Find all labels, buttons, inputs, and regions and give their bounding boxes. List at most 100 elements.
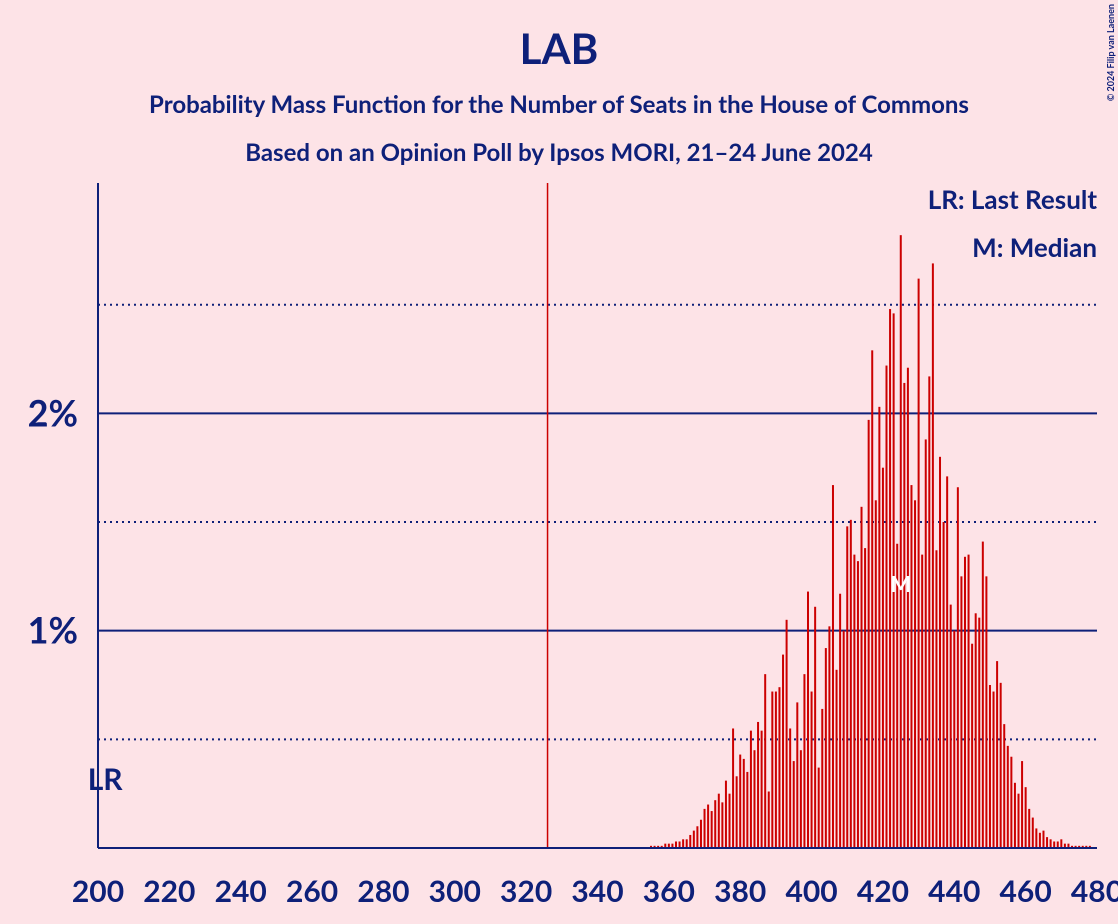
bar (721, 802, 724, 848)
bar (764, 674, 767, 848)
bar (1042, 830, 1045, 848)
bar (682, 839, 685, 848)
bar (903, 382, 906, 848)
bar (971, 643, 974, 848)
bar (914, 500, 917, 848)
bar (867, 419, 870, 848)
bar (753, 750, 756, 848)
x-tick-label: 460 (1000, 873, 1052, 909)
legend-entry: LR: Last Result (928, 183, 1098, 215)
last-result-label: LR (88, 761, 124, 797)
bar (856, 561, 859, 848)
x-tick-label: 400 (785, 873, 837, 909)
x-tick-label: 280 (357, 873, 409, 909)
bar (1085, 845, 1088, 848)
bar (810, 691, 813, 848)
bar (842, 630, 845, 848)
x-tick-label: 380 (714, 873, 766, 909)
x-tick-label: 320 (500, 873, 552, 909)
bar (871, 350, 874, 848)
bar (939, 456, 942, 848)
bar (707, 804, 710, 848)
bar (1071, 845, 1074, 848)
bar (978, 617, 981, 848)
bar (960, 576, 963, 848)
bar (1053, 841, 1056, 848)
bar (692, 830, 695, 848)
bar (710, 811, 713, 848)
bar (739, 754, 742, 848)
bar (931, 263, 934, 848)
bar (671, 843, 674, 848)
bar (849, 519, 852, 848)
bar (1060, 839, 1063, 848)
bar (660, 845, 663, 848)
bar (953, 630, 956, 848)
chart-subtitle: Probability Mass Function for the Number… (149, 90, 969, 119)
bar (1021, 761, 1024, 848)
bar (774, 691, 777, 848)
x-tick-label: 360 (643, 873, 695, 909)
bar (917, 278, 920, 848)
bar (724, 780, 727, 848)
bar (760, 730, 763, 848)
bar (921, 554, 924, 848)
bar (817, 767, 820, 848)
bar (664, 843, 667, 848)
bar (956, 487, 959, 848)
bar (735, 776, 738, 848)
bar (674, 841, 677, 848)
bar (831, 485, 834, 848)
bar (985, 576, 988, 848)
bar (792, 761, 795, 848)
x-tick-label: 220 (143, 873, 195, 909)
x-tick-label: 340 (571, 873, 623, 909)
bar (899, 235, 902, 848)
bar (657, 845, 660, 848)
bar (892, 313, 895, 848)
bar (835, 669, 838, 848)
bar (685, 839, 688, 848)
bar (999, 682, 1002, 848)
bar (996, 661, 999, 848)
bar (746, 771, 749, 848)
bar (1006, 745, 1009, 848)
bar (689, 834, 692, 848)
bar (828, 626, 831, 848)
bar (1010, 756, 1013, 848)
bar (667, 843, 670, 848)
bar (714, 800, 717, 848)
bar (757, 721, 760, 848)
bar (992, 691, 995, 848)
bar (1024, 787, 1027, 848)
x-tick-label: 200 (72, 873, 124, 909)
bar (967, 554, 970, 848)
bar (885, 365, 888, 848)
bar (703, 808, 706, 848)
x-tick-label: 480 (1071, 873, 1118, 909)
chart-subtitle: Based on an Opinion Poll by Ipsos MORI, … (245, 138, 873, 167)
y-tick-label: 2% (28, 390, 78, 434)
bar (963, 556, 966, 848)
bar (650, 845, 653, 848)
bar (949, 604, 952, 848)
median-marker: M (890, 570, 911, 597)
bar (1035, 828, 1038, 848)
x-tick-label: 300 (429, 873, 481, 909)
bar (1067, 843, 1070, 848)
bar (1088, 845, 1091, 848)
credit: © 2024 Filip van Laenen (1105, 4, 1116, 101)
bar (785, 619, 788, 848)
bar (846, 526, 849, 848)
bar (728, 793, 731, 848)
x-tick-label: 420 (857, 873, 909, 909)
bar (789, 728, 792, 848)
bar (749, 730, 752, 848)
bar (807, 591, 810, 848)
bar (678, 841, 681, 848)
bar (696, 826, 699, 848)
bar (1017, 793, 1020, 848)
bar (717, 793, 720, 848)
bar (1078, 845, 1081, 848)
bar (881, 467, 884, 848)
